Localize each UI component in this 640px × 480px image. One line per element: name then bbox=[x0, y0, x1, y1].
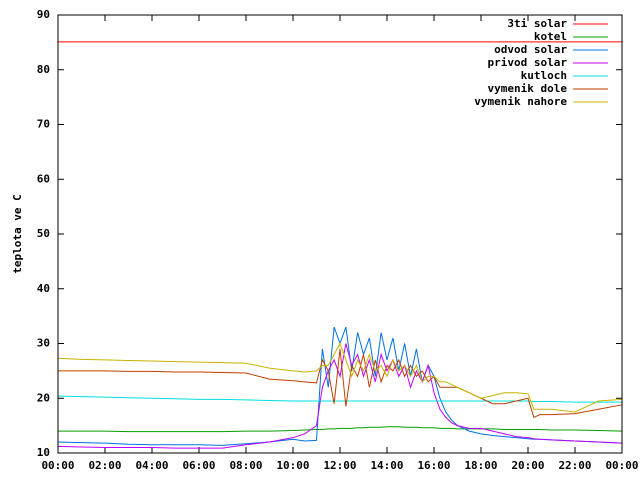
series-line bbox=[57, 395, 622, 403]
series-line bbox=[57, 326, 623, 446]
y-tick-label: 60 bbox=[37, 172, 50, 185]
legend-label: odvod solar bbox=[494, 43, 567, 56]
x-tick-label: 00:00 bbox=[605, 459, 638, 472]
y-tick-label: 20 bbox=[37, 391, 50, 404]
series-line bbox=[58, 426, 623, 433]
x-tick-label: 08:00 bbox=[229, 459, 262, 472]
x-tick-label: 04:00 bbox=[135, 459, 168, 472]
y-tick-label: 80 bbox=[37, 63, 50, 76]
y-axis-label: teplota ve C bbox=[11, 194, 24, 273]
legend-label: privod solar bbox=[488, 56, 568, 69]
x-tick-label: 02:00 bbox=[88, 459, 121, 472]
x-tick-label: 06:00 bbox=[182, 459, 215, 472]
series-line bbox=[57, 342, 623, 413]
y-tick-label: 30 bbox=[37, 337, 50, 350]
legend-label: kutloch bbox=[521, 69, 567, 82]
plot-border bbox=[57, 14, 623, 454]
legend-label: vymenik dole bbox=[488, 82, 568, 95]
legend-label: 3ti solar bbox=[507, 17, 567, 30]
x-tick-label: 16:00 bbox=[417, 459, 450, 472]
y-tick-label: 90 bbox=[37, 8, 50, 21]
legend-label: vymenik nahore bbox=[474, 95, 567, 108]
x-tick-label: 18:00 bbox=[464, 459, 497, 472]
x-tick-label: 22:00 bbox=[558, 459, 591, 472]
y-tick-label: 10 bbox=[37, 446, 50, 459]
series-line bbox=[57, 343, 623, 449]
y-tick-label: 70 bbox=[37, 118, 50, 131]
x-tick-label: 14:00 bbox=[370, 459, 403, 472]
x-tick-label: 00:00 bbox=[41, 459, 74, 472]
series-line bbox=[58, 348, 623, 419]
y-tick-label: 50 bbox=[37, 227, 50, 240]
x-tick-label: 10:00 bbox=[276, 459, 309, 472]
legend-label: kotel bbox=[534, 30, 567, 43]
y-tick-label: 40 bbox=[37, 282, 50, 295]
x-tick-label: 12:00 bbox=[323, 459, 356, 472]
x-tick-label: 20:00 bbox=[511, 459, 544, 472]
